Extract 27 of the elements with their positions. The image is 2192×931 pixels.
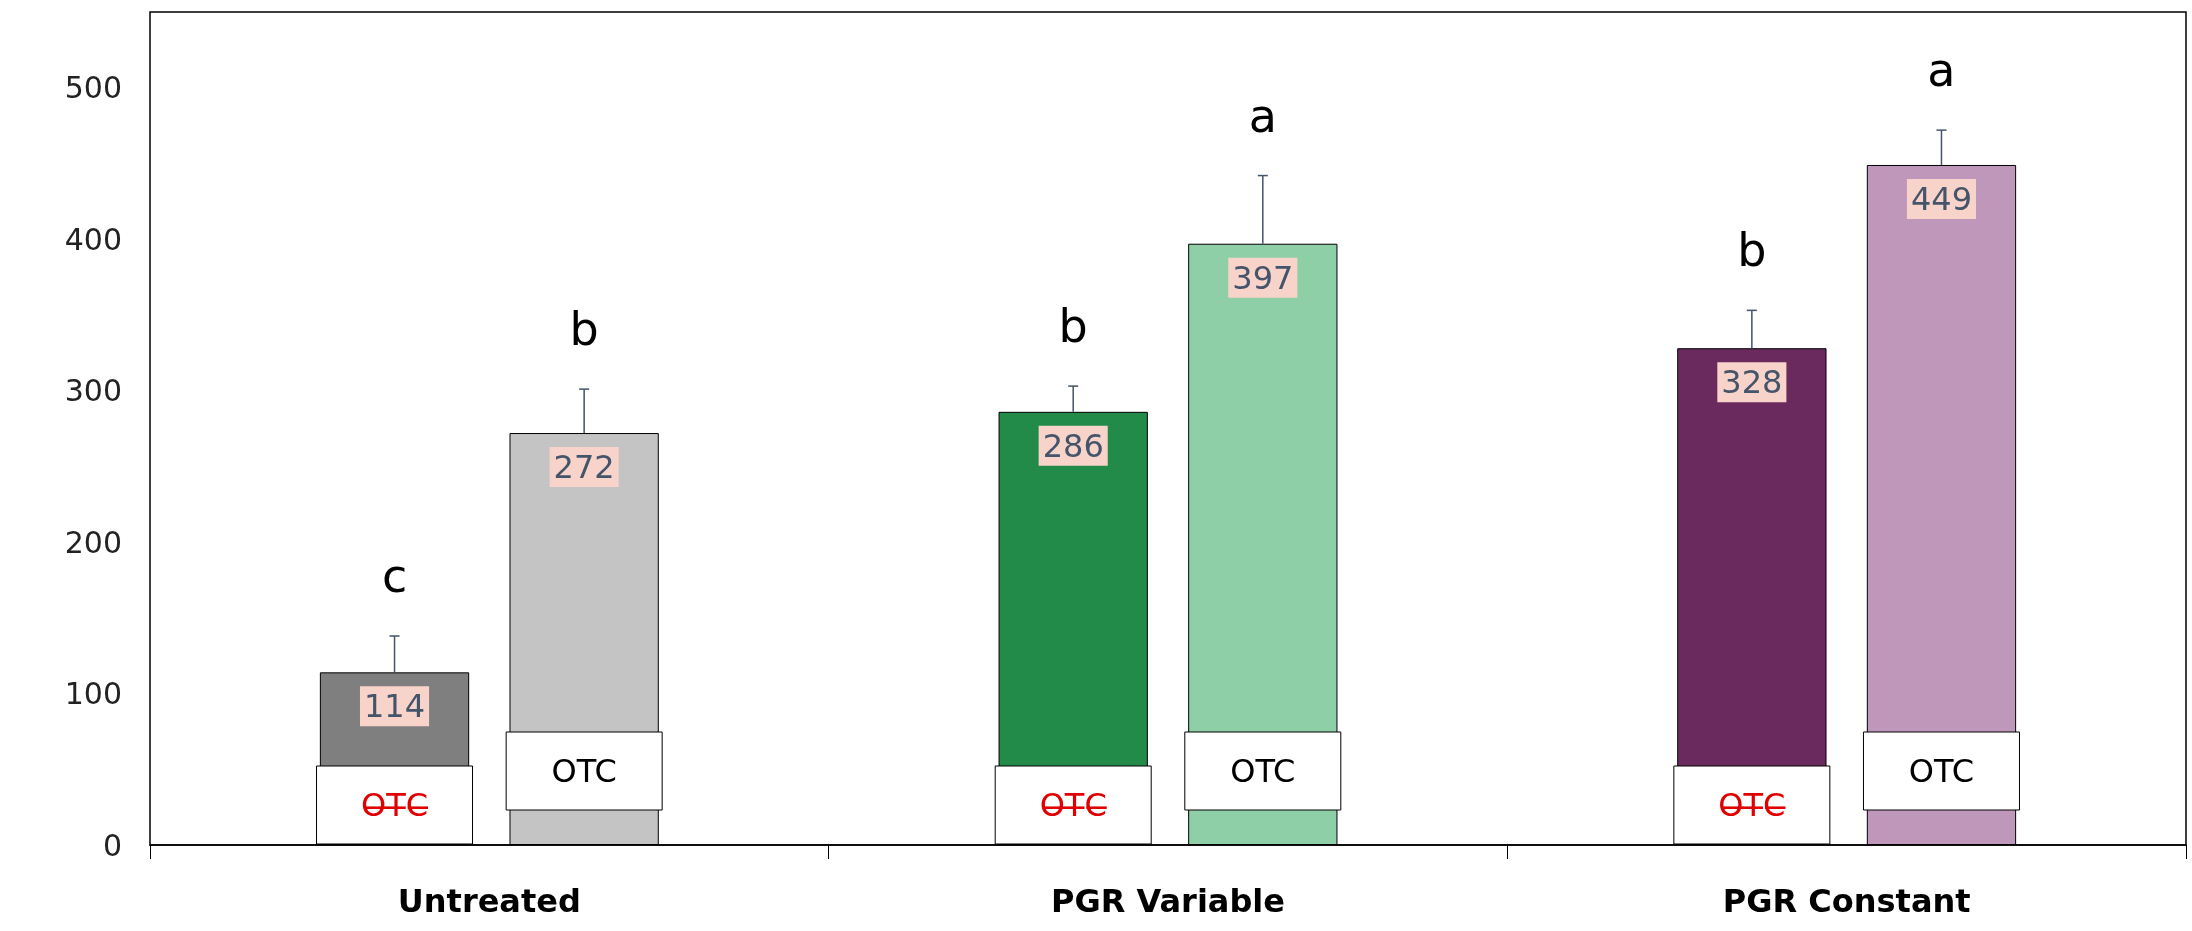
annotation: OTC [1230,752,1296,790]
data-label: 114 [363,687,426,726]
annotation: c [381,548,408,603]
annotation: OTC [551,752,617,790]
annotation: O̶T̶C̶ [360,786,429,824]
data-label: 272 [553,448,615,487]
x-tick-label: Untreated [397,882,581,920]
y-tick-label: 200 [64,524,122,560]
annotation: O̶T̶C̶ [1718,786,1786,824]
annotation: a [1927,43,1956,98]
x-tick-label: PGR Constant [1722,882,1971,920]
data-label: 397 [1232,258,1294,297]
data-label: 449 [1910,179,1973,218]
data-label: 328 [1721,363,1783,402]
annotation: O̶T̶C̶ [1039,786,1107,824]
y-tick-label: 500 [64,70,122,106]
annotation: b [569,302,599,357]
annotation: b [1737,223,1767,278]
annotation: a [1248,88,1277,143]
y-tick-label: 100 [64,676,122,712]
y-tick-label: 400 [64,221,122,257]
y-tick-label: 300 [64,373,122,409]
annotation: OTC [1908,752,1975,790]
data-label: 286 [1042,426,1104,465]
y-tick-label: 0 [102,827,122,863]
annotation: b [1058,299,1088,354]
x-tick-label: PGR Variable [1050,882,1286,920]
